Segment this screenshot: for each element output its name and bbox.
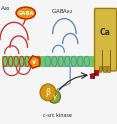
Text: $\mathsf{A}_{\mathsf{B1}}$: $\mathsf{A}_{\mathsf{B1}}$ <box>0 4 11 13</box>
Ellipse shape <box>16 7 35 19</box>
Text: γ: γ <box>53 94 57 100</box>
Circle shape <box>48 90 60 103</box>
Text: $\mathsf{GABA}_{\mathsf{B2}}$: $\mathsf{GABA}_{\mathsf{B2}}$ <box>51 7 74 16</box>
Bar <box>94 70 98 75</box>
Bar <box>2 56 94 67</box>
Bar <box>90 74 94 78</box>
Text: GABA: GABA <box>17 11 34 16</box>
Circle shape <box>40 84 56 101</box>
FancyBboxPatch shape <box>95 8 117 71</box>
Bar <box>103 66 106 72</box>
Text: β: β <box>45 88 50 96</box>
Bar <box>99 66 101 72</box>
Bar <box>107 66 110 72</box>
Text: Ca: Ca <box>100 28 111 37</box>
Text: c-src kinase: c-src kinase <box>43 113 72 118</box>
Text: V: V <box>32 60 37 64</box>
